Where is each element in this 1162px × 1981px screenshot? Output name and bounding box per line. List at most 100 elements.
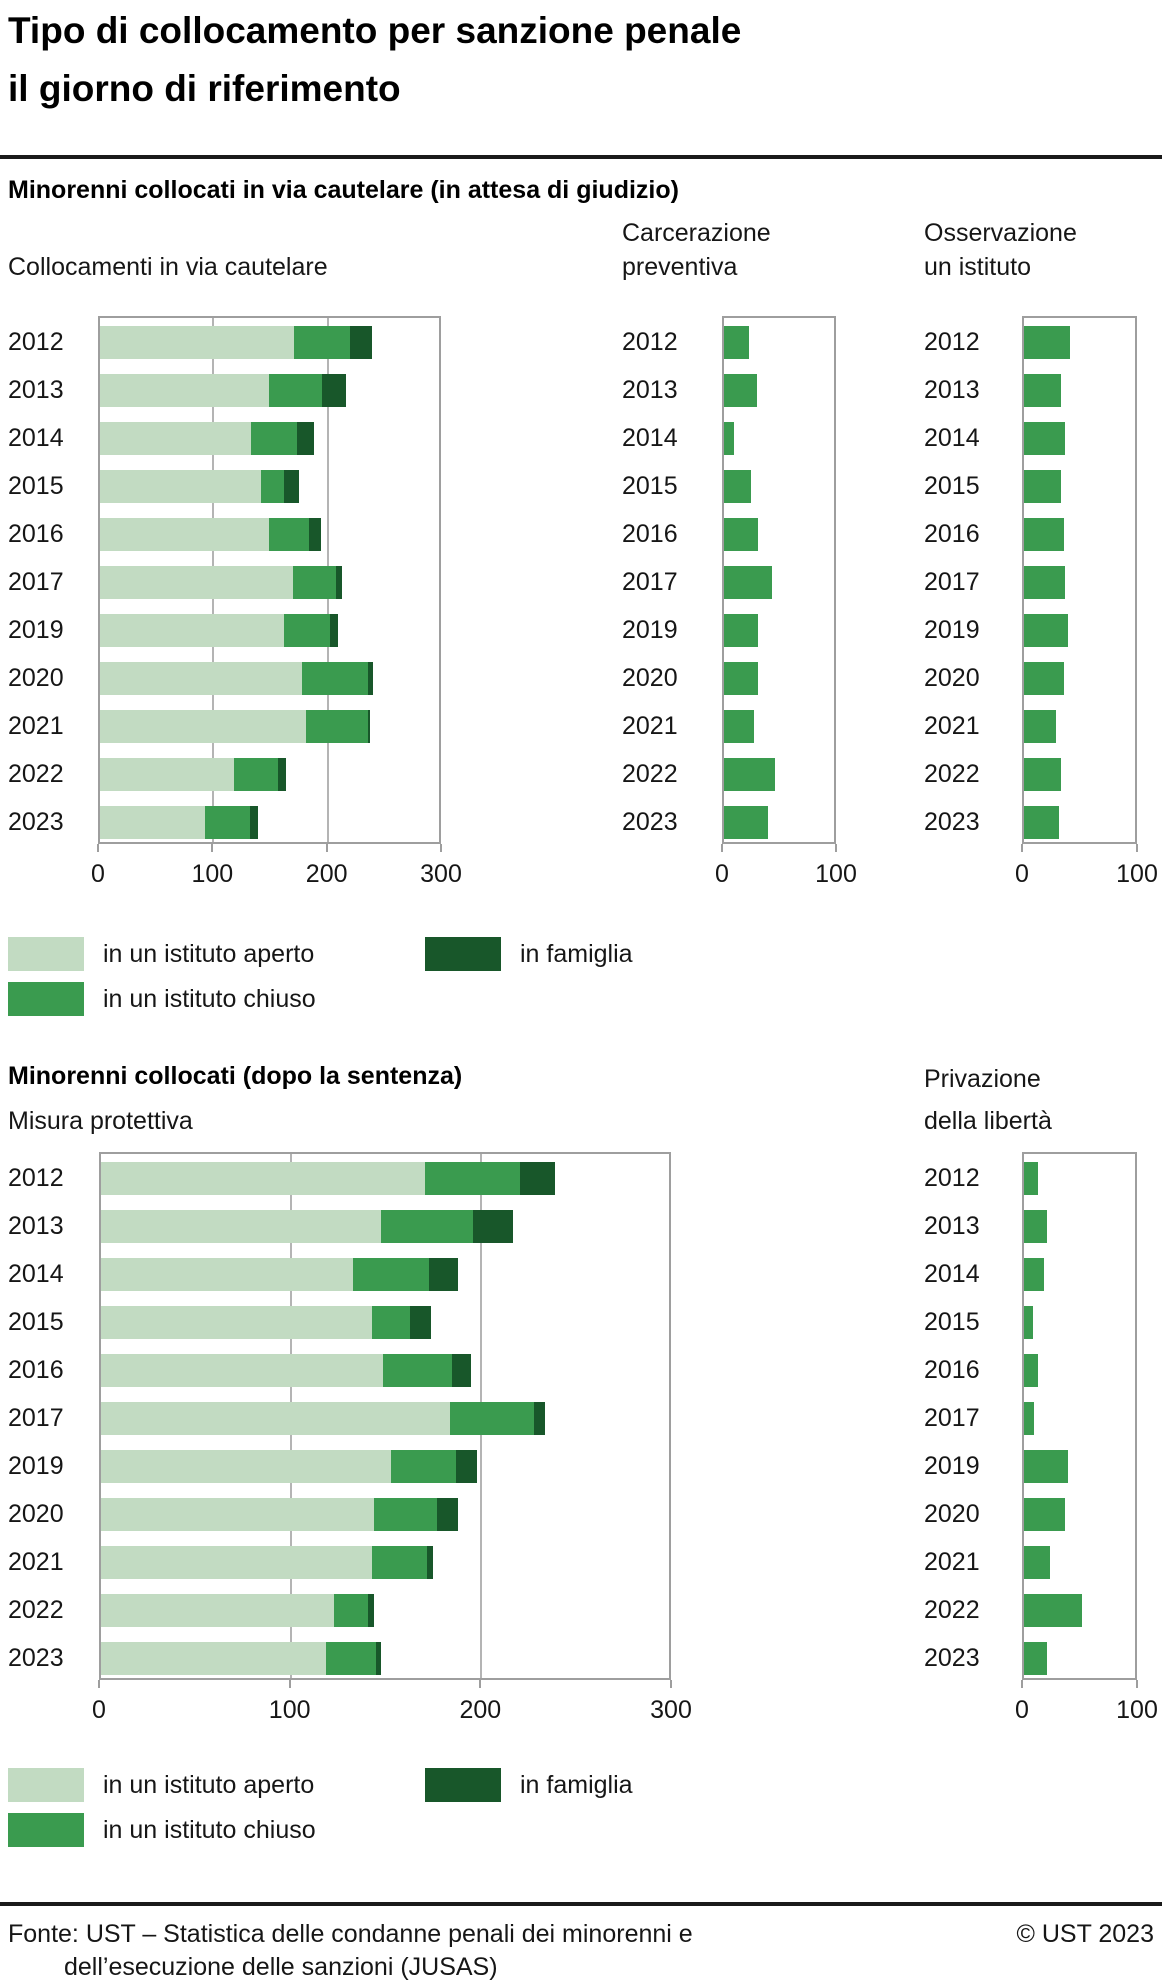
plot-area-privazione-liberta [1022, 1152, 1137, 1680]
bar-segment [261, 470, 285, 503]
year-label: 2023 [622, 808, 678, 836]
plot-area-carcerazione-preventiva [722, 316, 836, 844]
axis-tick-label: 100 [815, 860, 857, 888]
legend-label-aperto: in un istituto aperto [103, 940, 315, 968]
year-label: 2022 [8, 1596, 64, 1624]
bar-segment [1024, 710, 1057, 743]
bar-segment [367, 710, 370, 743]
bar-segment [1024, 1354, 1038, 1387]
bar-segment [449, 1402, 534, 1435]
legend-swatch-aperto [8, 937, 84, 971]
bar-segment [100, 470, 262, 503]
bar-segment [1024, 566, 1066, 599]
bar-segment [1024, 662, 1065, 695]
section-1-heading: Minorenni collocati in via cautelare (in… [8, 176, 679, 204]
bar-segment [1024, 1450, 1068, 1483]
bar-segment [724, 470, 752, 503]
footer-source-line1: Fonte: UST – Statistica delle condanne p… [8, 1920, 693, 1948]
bar-segment [724, 566, 772, 599]
legend-swatch-aperto [8, 1768, 84, 1802]
year-label: 2022 [8, 760, 64, 788]
year-label: 2021 [8, 712, 64, 740]
bar-segment [1024, 1210, 1047, 1243]
year-label: 2016 [8, 520, 64, 548]
chart-title-privazione: Privazione della libertà [924, 1065, 1052, 1135]
year-label: 2016 [924, 1356, 980, 1384]
year-label: 2012 [8, 1164, 64, 1192]
bar-segment [724, 422, 735, 455]
year-label: 2017 [924, 568, 980, 596]
bar-segment [100, 758, 234, 791]
bar-segment [101, 1450, 391, 1483]
section-2-heading: Minorenni collocati (dopo la sentenza) [8, 1062, 463, 1090]
year-label: 2016 [622, 520, 678, 548]
bar-segment [1024, 614, 1068, 647]
legend-label-chiuso: in un istituto chiuso [103, 985, 316, 1013]
year-label: 2015 [8, 1308, 64, 1336]
year-label: 2020 [924, 1500, 980, 1528]
bar-segment [321, 374, 346, 407]
year-label: 2020 [924, 664, 980, 692]
year-label: 2012 [924, 328, 980, 356]
year-label: 2023 [924, 808, 980, 836]
year-label: 2014 [924, 424, 980, 452]
bar-segment [100, 614, 285, 647]
bar-segment [269, 374, 322, 407]
bar-segment [101, 1210, 382, 1243]
bar-segment [1024, 1306, 1034, 1339]
bar-segment [724, 326, 750, 359]
bar-segment [1024, 1258, 1044, 1291]
year-label: 2012 [924, 1164, 980, 1192]
bar-segment [269, 518, 310, 551]
year-label: 2017 [924, 1404, 980, 1432]
footer-divider [0, 1902, 1162, 1906]
bar-segment [1024, 1546, 1051, 1579]
bar-segment [724, 806, 769, 839]
year-label: 2017 [8, 1404, 64, 1432]
bar-segment [250, 422, 297, 455]
chart-title-carcerazione: Carcerazione preventiva [622, 219, 771, 281]
axis-tick-label: 300 [650, 1696, 692, 1724]
axis-tick [1136, 844, 1138, 852]
axis-tick [1021, 844, 1023, 852]
bar-segment [1024, 1162, 1038, 1195]
bar-segment [205, 806, 250, 839]
legend-label-aperto: in un istituto aperto [103, 1771, 315, 1799]
bar-segment [100, 566, 294, 599]
year-label: 2017 [622, 568, 678, 596]
bar-segment [293, 566, 336, 599]
year-label: 2019 [8, 1452, 64, 1480]
plot-area-collocamenti-cautelare [98, 316, 441, 844]
bar-segment [302, 662, 368, 695]
axis-tick [440, 844, 442, 852]
axis-tick-label: 200 [459, 1696, 502, 1724]
bar-segment [101, 1642, 326, 1675]
bar-segment [367, 662, 374, 695]
plot-area-osservazione-istituto [1022, 316, 1137, 844]
bar-segment [101, 1258, 353, 1291]
year-label: 2014 [622, 424, 678, 452]
axis-tick-label: 100 [191, 860, 234, 888]
axis-tick-label: 100 [1116, 1696, 1158, 1724]
bar-segment [101, 1402, 450, 1435]
bar-segment [1024, 758, 1061, 791]
year-label: 2013 [924, 376, 980, 404]
bar-segment [390, 1450, 456, 1483]
bar-segment [100, 662, 303, 695]
year-label: 2015 [924, 472, 980, 500]
year-label: 2015 [622, 472, 678, 500]
year-label: 2013 [622, 376, 678, 404]
bar-segment [375, 1642, 382, 1675]
year-label: 2023 [8, 1644, 64, 1672]
year-label: 2019 [8, 616, 64, 644]
year-label: 2019 [622, 616, 678, 644]
footer-source-line2: dell’esecuzione delle sanzioni (JUSAS) [64, 1953, 498, 1981]
legend-label-chiuso: in un istituto chiuso [103, 1816, 316, 1844]
bar-segment [1024, 1594, 1082, 1627]
year-label: 2021 [924, 1548, 980, 1576]
bar-segment [1024, 518, 1065, 551]
axis-tick-label: 300 [420, 860, 462, 888]
axis-tick [721, 844, 723, 852]
legend-swatch-famiglia [425, 1768, 501, 1802]
